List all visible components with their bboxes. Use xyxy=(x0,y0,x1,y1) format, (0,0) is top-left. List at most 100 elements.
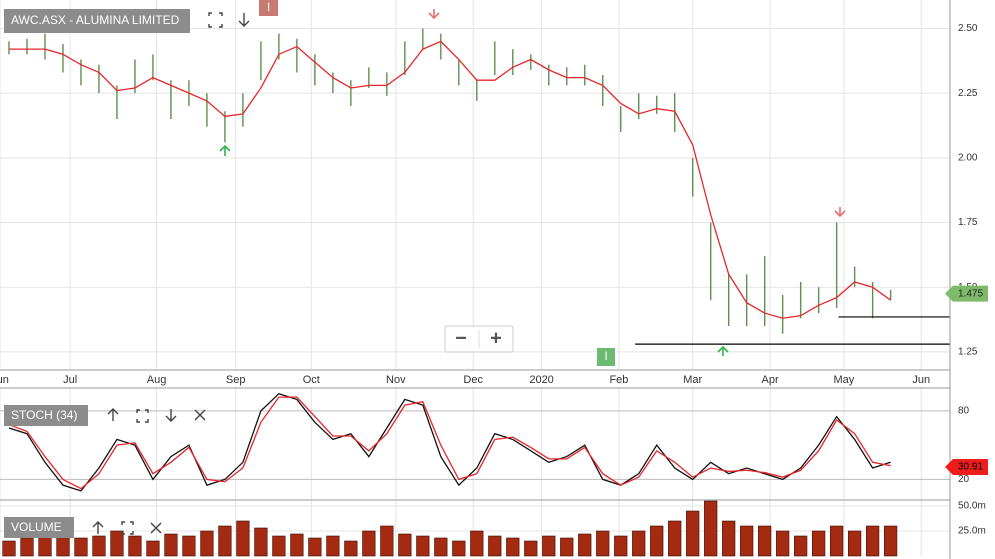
volume-bar xyxy=(668,520,682,557)
up-icon[interactable] xyxy=(92,521,104,534)
series-line xyxy=(8,392,891,492)
volume-bar xyxy=(290,533,304,557)
panel-badge xyxy=(4,517,74,538)
chart-title: AWC.ASX - ALUMINA LIMITED xyxy=(11,13,180,27)
volume-bar xyxy=(110,530,124,557)
close-icon[interactable] xyxy=(194,409,206,421)
volume-bar xyxy=(704,500,718,557)
x-tick-label: Sep xyxy=(226,374,246,386)
volume-bar xyxy=(470,530,484,557)
volume-bar xyxy=(236,520,250,557)
y-tick-label: 1.25 xyxy=(958,347,978,358)
last-value-badge xyxy=(945,285,988,302)
y-tick-label: 2.50 xyxy=(958,23,978,34)
volume-bar xyxy=(722,520,736,557)
event-marker-label: I xyxy=(267,0,270,14)
volume-bar xyxy=(830,525,844,557)
volume-bar xyxy=(272,535,286,557)
y-tick-label: 1.75 xyxy=(958,217,978,228)
volume-bar xyxy=(218,525,232,557)
volume-bar xyxy=(776,530,790,557)
x-tick-label: 2020 xyxy=(529,374,553,386)
last-value-label: 1.475 xyxy=(958,288,983,299)
x-tick-label: Jul xyxy=(63,374,77,386)
volume-bar xyxy=(38,535,52,557)
x-tick-label: Oct xyxy=(303,374,320,386)
volume-bar xyxy=(2,540,16,557)
volume-bar xyxy=(884,525,898,557)
volume-bar xyxy=(128,535,142,557)
volume-bar xyxy=(146,540,160,557)
volume-bar xyxy=(506,537,520,557)
overlay: AWC.ASX - ALUMINA LIMITED I I − + STOCH … xyxy=(4,0,846,538)
axes: Jun Jul Aug Sep Oct Nov Dec 2020 Feb Mar Apr May Jun… xyxy=(0,23,988,537)
volume-bar xyxy=(326,535,340,557)
series-line xyxy=(8,40,892,319)
volume-bar xyxy=(200,530,214,557)
volume-bar xyxy=(20,537,34,557)
x-tick-label: Aug xyxy=(147,374,167,386)
zoom-in[interactable]: + xyxy=(490,327,502,349)
up-icon[interactable] xyxy=(107,408,119,421)
last-value-badge xyxy=(945,458,988,475)
volume-bar xyxy=(74,537,88,557)
y-tick-label: 50.0m xyxy=(958,501,986,512)
buy-arrow xyxy=(219,144,231,156)
event-marker[interactable] xyxy=(597,348,615,366)
volume-bar xyxy=(632,530,646,557)
volume-bar xyxy=(794,535,808,557)
volume-bar xyxy=(650,525,664,557)
volume-bar xyxy=(686,510,700,557)
volume-bar xyxy=(182,535,196,557)
buy-arrow xyxy=(717,345,729,356)
volume-bar xyxy=(380,525,394,557)
y-tick-label: 25.0m xyxy=(958,526,986,537)
y-tick-label: 80 xyxy=(958,405,970,416)
x-tick-label: Nov xyxy=(386,374,406,386)
y-tick-label: 20 xyxy=(958,474,970,485)
down-icon[interactable] xyxy=(238,13,250,27)
panel-title: STOCH (34) xyxy=(11,408,77,422)
volume-bar xyxy=(848,530,862,557)
volume-bar xyxy=(416,535,430,557)
volume-bar xyxy=(812,530,826,557)
volume-bar xyxy=(488,535,502,557)
expand-icon[interactable] xyxy=(136,409,149,423)
last-value-label: 30.91 xyxy=(958,462,983,473)
zoom-out[interactable]: − xyxy=(455,327,467,349)
volume-bar xyxy=(560,537,574,557)
expand-icon[interactable] xyxy=(121,521,134,535)
x-tick-label: Dec xyxy=(463,374,483,386)
sell-arrow xyxy=(428,9,440,20)
volume-bar xyxy=(866,525,880,557)
volume-bar xyxy=(92,535,106,557)
event-marker-label: I xyxy=(604,349,607,363)
y-tick-label: 2.00 xyxy=(958,152,978,163)
sell-arrow xyxy=(834,207,846,218)
marks xyxy=(2,28,950,557)
volume-bar xyxy=(344,540,358,557)
expand-icon[interactable] xyxy=(208,12,223,28)
volume-bar xyxy=(308,537,322,557)
event-marker[interactable] xyxy=(259,0,278,16)
x-tick-label: May xyxy=(833,374,854,386)
down-icon[interactable] xyxy=(165,409,177,422)
volume-bar xyxy=(596,530,610,557)
x-tick-label: Mar xyxy=(683,374,702,386)
panel-title: VOLUME xyxy=(11,520,62,534)
x-tick-label: Jun xyxy=(0,374,9,386)
volume-bar xyxy=(758,525,772,557)
volume-bar xyxy=(452,540,466,557)
volume-bar xyxy=(524,540,538,557)
y-tick-label: 2.25 xyxy=(958,88,978,99)
volume-bar xyxy=(542,535,556,557)
close-icon[interactable] xyxy=(150,522,162,534)
series-line xyxy=(8,396,891,490)
x-tick-label: Feb xyxy=(609,374,628,386)
title-badge xyxy=(4,9,190,33)
volume-bar xyxy=(434,537,448,557)
volume-bar xyxy=(614,535,628,557)
panel-badge xyxy=(4,405,88,426)
